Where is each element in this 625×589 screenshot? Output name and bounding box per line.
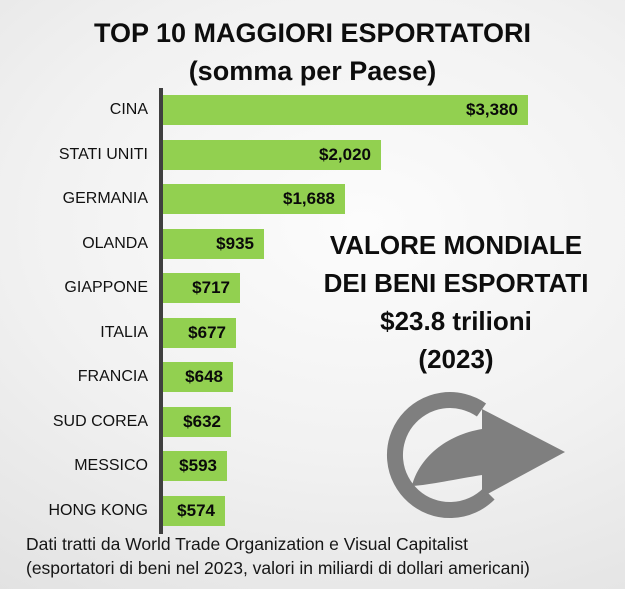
bar-messico: $593	[163, 451, 227, 482]
bar-olanda: $935	[163, 228, 264, 259]
bar-cina: $3,380	[163, 95, 528, 126]
bar-row: FRANCIA $648	[0, 355, 625, 400]
bar-francia: $648	[163, 362, 233, 393]
category-label: STATI UNITI	[58, 145, 148, 163]
bar-sud-corea: $632	[163, 406, 231, 437]
bar-row: ITALIA $677	[0, 311, 625, 356]
value-label: $593	[179, 456, 217, 476]
y-axis-line	[159, 88, 163, 534]
value-label: $648	[185, 367, 223, 387]
bar-row: OLANDA $935	[0, 222, 625, 267]
annotation-line3: $23.8 trilioni	[380, 306, 532, 336]
category-label: FRANCIA	[77, 368, 148, 386]
bar-row: GERMANIA $1,688	[0, 177, 625, 222]
bar-row: HONG KONG $574	[0, 489, 625, 534]
bar-row: STATI UNITI $2,020	[0, 133, 625, 178]
bar-germania: $1,688	[163, 184, 345, 215]
bar-hong-kong: $574	[163, 495, 225, 526]
annotation-line1: VALORE MONDIALE	[329, 230, 583, 260]
category-label: CINA	[109, 101, 148, 119]
bar-row: MESSICO $593	[0, 444, 625, 489]
category-label: OLANDA	[82, 234, 148, 252]
value-label: $1,688	[283, 189, 335, 209]
export-arrow-icon	[372, 380, 572, 525]
chart-title-line2: (somma per Paese)	[188, 56, 437, 86]
chart-title-line1: TOP 10 MAGGIORI ESPORTATORI	[93, 18, 532, 48]
value-label: $2,020	[319, 144, 371, 164]
category-label: HONG KONG	[48, 501, 148, 519]
annotation-line2: DEI BENI ESPORTATI	[323, 268, 589, 298]
category-label: GIAPPONE	[64, 279, 148, 297]
value-label: $574	[177, 500, 215, 520]
value-label: $677	[188, 322, 226, 342]
bar-giappone: $717	[163, 273, 240, 304]
category-label: SUD COREA	[52, 412, 148, 430]
bar-stati-uniti: $2,020	[163, 139, 381, 170]
category-label: GERMANIA	[62, 190, 148, 208]
source-credits: Dati tratti da World Trade Organization …	[26, 532, 616, 580]
value-label: $717	[192, 278, 230, 298]
bar-row: GIAPPONE $717	[0, 266, 625, 311]
bar-chart: CINA $3,380 STATI UNITI $2,020 GERMANIA …	[0, 88, 625, 534]
value-label: $3,380	[466, 100, 518, 120]
source-line2: (esportatori di beni nel 2023, valori in…	[26, 558, 530, 578]
value-label: $935	[216, 233, 254, 253]
bar-row: SUD COREA $632	[0, 400, 625, 445]
bar-italia: $677	[163, 317, 236, 348]
world-value-annotation: VALORE MONDIALE DEI BENI ESPORTATI $23.8…	[296, 226, 616, 378]
chart-title: TOP 10 MAGGIORI ESPORTATORI (somma per P…	[0, 14, 625, 90]
category-label: ITALIA	[100, 323, 148, 341]
source-line1: Dati tratti da World Trade Organization …	[26, 534, 468, 554]
value-label: $632	[183, 411, 221, 431]
bar-row: CINA $3,380	[0, 88, 625, 133]
annotation-line4: (2023)	[418, 344, 494, 374]
category-label: MESSICO	[74, 457, 148, 475]
